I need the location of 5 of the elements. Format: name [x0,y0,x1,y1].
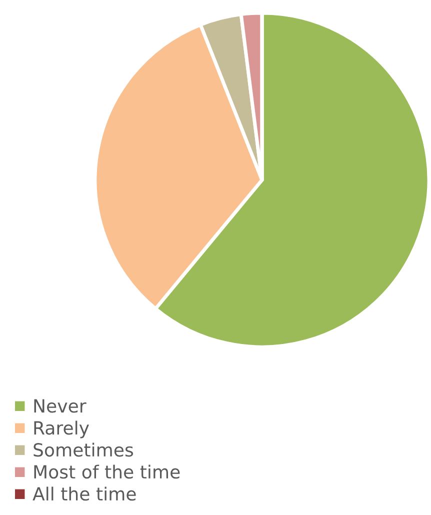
legend-label: Most of the time [34,464,180,479]
legend-label: All the time [32,486,136,501]
legend-label: Never [34,399,86,413]
legend-label: Sometimes [34,442,134,457]
legend-label: Rarely [34,420,89,438]
